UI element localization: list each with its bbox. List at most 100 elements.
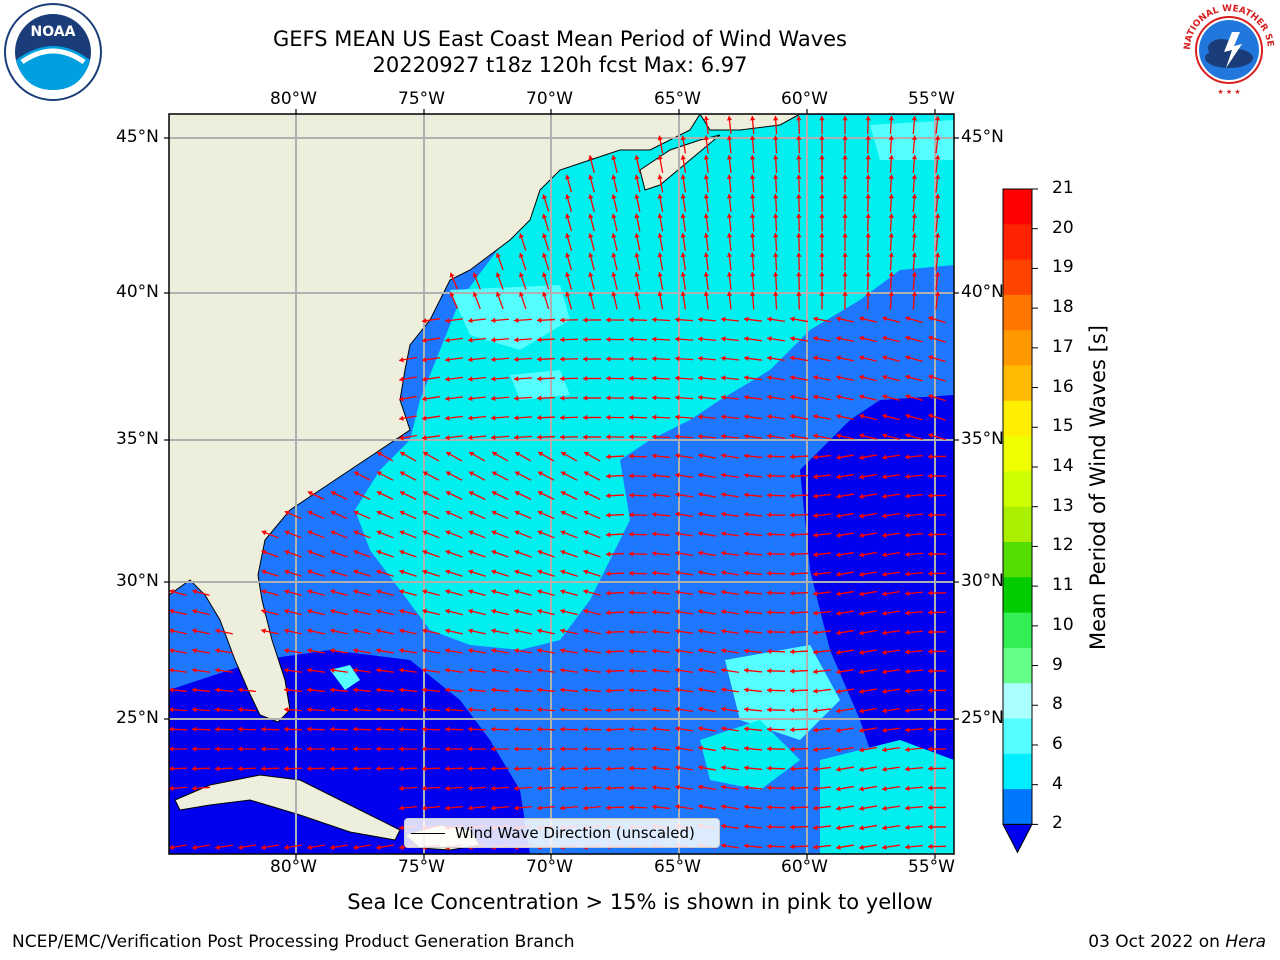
colorbar-tick-label: 14	[1052, 455, 1074, 476]
wind-arrow-head	[376, 844, 381, 850]
wind-arrow-head	[790, 746, 795, 752]
wind-arrow-head	[882, 688, 887, 694]
wind-arrow-head	[449, 292, 455, 298]
wind-arrow-head	[518, 291, 525, 297]
wind-arrow-head	[657, 291, 663, 297]
wind-arrow-head	[446, 471, 451, 477]
wind-arrow-head	[703, 252, 710, 258]
wind-arrow-head	[744, 843, 749, 849]
wind-arrow-head	[537, 376, 542, 382]
wind-arrow-head	[882, 316, 888, 322]
wind-arrow-head	[422, 549, 428, 555]
wind-arrow-head	[796, 135, 802, 140]
wind-arrow-head	[560, 785, 565, 791]
wind-arrow-head	[698, 375, 703, 381]
wind-arrow-head	[537, 726, 542, 733]
wind-arrow-head	[307, 510, 313, 516]
wind-arrow-head	[813, 746, 818, 753]
wind-arrow-head	[399, 569, 405, 575]
footer-host: Hera	[1225, 932, 1266, 952]
wind-arrow-head	[882, 493, 887, 499]
wind-arrow-head	[680, 252, 686, 258]
wind-arrow-head	[376, 569, 382, 575]
wind-arrow-head	[560, 726, 565, 733]
wind-arrow-head	[888, 194, 894, 199]
wind-arrow-head	[445, 356, 450, 363]
wind-arrow-head	[911, 291, 918, 296]
wind-arrow-head	[813, 707, 818, 714]
wind-arrow-head	[882, 766, 887, 772]
wind-arrow-head	[888, 174, 894, 179]
wind-arrow-head	[796, 272, 802, 277]
wind-arrow-head	[882, 374, 888, 380]
wind-arrow-head	[721, 433, 726, 440]
wind-arrow-head	[611, 291, 617, 297]
wind-arrow-head	[836, 571, 841, 577]
wind-arrow-head	[888, 213, 894, 218]
wind-arrow-head	[561, 451, 567, 457]
wind-arrow-head	[606, 610, 611, 616]
wind-arrow-head	[698, 394, 703, 401]
wind-arrow-head	[634, 155, 640, 160]
wind-arrow-head	[698, 531, 703, 537]
wind-arrow-head	[882, 591, 887, 597]
colorbar-tick-label: 12	[1052, 535, 1074, 556]
colorbar-segment	[1003, 718, 1032, 755]
wind-arrow-head	[703, 135, 710, 141]
wind-arrow-head	[836, 394, 841, 400]
wind-arrow-head	[744, 414, 749, 420]
wind-arrow-head	[261, 608, 266, 614]
wind-arrow-head	[192, 687, 197, 693]
wind-arrow-head	[905, 668, 910, 675]
wind-arrow-head	[169, 628, 174, 634]
wind-arrow-head	[445, 549, 451, 555]
wind-arrow-head	[238, 726, 243, 733]
wind-arrow-head	[307, 530, 313, 536]
pale-patch	[450, 285, 570, 350]
wind-arrow-head	[515, 451, 521, 457]
wind-arrow-head	[767, 433, 772, 439]
wind-arrow-head	[560, 395, 565, 401]
wind-arrow-head	[583, 569, 589, 575]
colorbar-extend-arrow	[1002, 823, 1033, 854]
wind-arrow-head	[629, 590, 634, 596]
wind-arrow-head	[192, 706, 197, 713]
wind-arrow-head	[911, 174, 918, 179]
wind-arrow-head	[629, 473, 634, 479]
wind-arrow-head	[606, 493, 611, 499]
wind-arrow-head	[652, 628, 657, 635]
wind-arrow-head	[767, 375, 772, 381]
wind-arrow-head	[813, 590, 818, 597]
wind-arrow-head	[790, 649, 795, 655]
wind-arrow-head	[307, 589, 313, 595]
wind-arrow-head	[675, 336, 680, 342]
wind-arrow-head	[675, 706, 680, 712]
wind-arrow-head	[514, 628, 519, 634]
wind-arrow-head	[169, 706, 174, 713]
wind-arrow-head	[399, 706, 404, 713]
wind-arrow-head	[905, 805, 910, 811]
wind-arrow-head	[773, 252, 779, 257]
wind-arrow-head	[721, 453, 726, 459]
wind-arrow-head	[675, 316, 680, 323]
wind-arrow-head	[588, 291, 594, 297]
wind-arrow-head	[652, 784, 657, 791]
wind-arrow-head	[790, 824, 795, 830]
wind-arrow-head	[307, 706, 312, 713]
wind-arrow-head	[767, 746, 772, 752]
wind-arrow-head	[330, 589, 336, 595]
wind-arrow-head	[560, 765, 565, 772]
wind-arrow-head	[911, 272, 918, 277]
wind-arrow-head	[423, 451, 429, 457]
wind-arrow-head	[354, 471, 359, 477]
wind-arrow-head	[491, 628, 496, 634]
wind-arrow-head	[905, 512, 910, 519]
lat-label-left: 40°N	[116, 282, 159, 302]
wind-arrow-head	[882, 552, 887, 558]
cyan-region-north	[355, 115, 954, 650]
wind-arrow-head	[675, 375, 680, 381]
wind-arrow-head	[767, 492, 772, 499]
wind-arrow-head	[353, 589, 359, 595]
wind-arrow-head	[606, 766, 611, 772]
colorbar-tick-label: 17	[1052, 336, 1074, 357]
